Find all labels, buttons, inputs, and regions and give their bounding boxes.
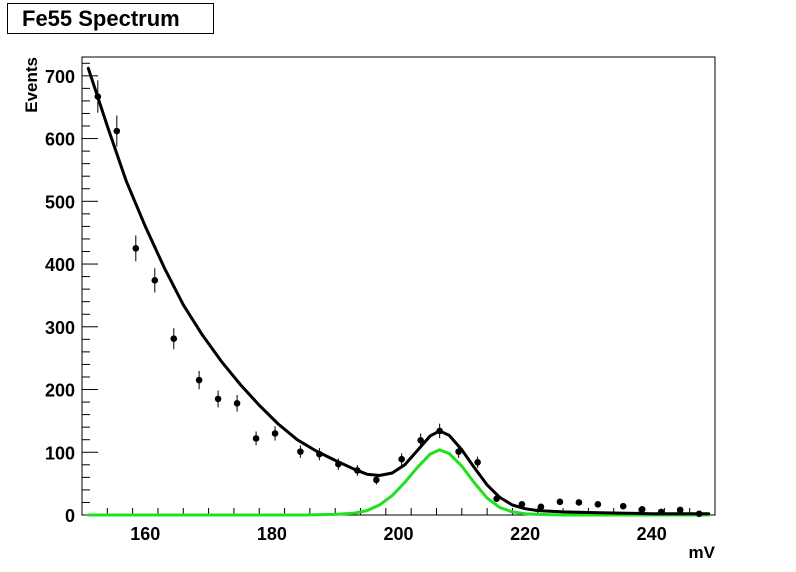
data-point bbox=[335, 458, 342, 470]
data-marker bbox=[354, 467, 361, 474]
y-tick-label: 400 bbox=[45, 255, 75, 275]
y-tick-label: 500 bbox=[45, 192, 75, 212]
data-point bbox=[170, 328, 178, 350]
data-point bbox=[493, 495, 500, 502]
data-point bbox=[132, 235, 140, 262]
data-point bbox=[657, 508, 665, 516]
data-marker bbox=[493, 495, 500, 502]
data-marker bbox=[271, 430, 279, 437]
x-axis-title: mV bbox=[689, 543, 716, 562]
data-marker bbox=[695, 510, 703, 518]
y-tick-label: 300 bbox=[45, 318, 75, 338]
data-marker bbox=[214, 395, 222, 403]
data-point bbox=[398, 453, 405, 466]
data-marker bbox=[594, 501, 602, 508]
data-marker bbox=[170, 335, 178, 343]
data-marker bbox=[233, 400, 241, 407]
data-point bbox=[316, 447, 323, 461]
y-tick-label: 0 bbox=[65, 506, 75, 526]
y-tick-label: 200 bbox=[45, 381, 75, 401]
x-tick-label: 160 bbox=[130, 524, 160, 544]
data-marker bbox=[335, 460, 342, 468]
plot-frame bbox=[81, 56, 716, 516]
data-marker bbox=[316, 450, 323, 458]
x-tick-label: 220 bbox=[510, 524, 540, 544]
data-marker bbox=[373, 476, 380, 484]
data-marker bbox=[398, 455, 405, 463]
data-marker bbox=[638, 506, 646, 513]
data-marker bbox=[132, 245, 140, 252]
data-point bbox=[417, 433, 424, 448]
data-marker bbox=[94, 93, 102, 100]
data-point bbox=[695, 510, 703, 518]
data-point bbox=[297, 445, 304, 458]
data-marker bbox=[619, 502, 627, 510]
data-point bbox=[252, 431, 260, 446]
x-tick-label: 180 bbox=[257, 524, 287, 544]
data-point bbox=[195, 370, 203, 390]
data-point bbox=[354, 465, 361, 476]
data-marker bbox=[417, 437, 424, 444]
data-point bbox=[638, 506, 646, 513]
data-marker bbox=[195, 376, 203, 384]
data-marker bbox=[518, 501, 526, 508]
x-tick-label: 240 bbox=[637, 524, 667, 544]
data-marker bbox=[556, 498, 564, 506]
data-point bbox=[619, 502, 627, 510]
data-point bbox=[94, 80, 102, 113]
data-marker bbox=[113, 127, 121, 135]
data-marker bbox=[436, 427, 443, 435]
chart-title: Fe55 Spectrum bbox=[7, 3, 214, 34]
data-marker bbox=[455, 448, 462, 455]
total-fit-curve bbox=[86, 66, 711, 516]
data-marker bbox=[676, 506, 684, 514]
data-marker bbox=[537, 503, 545, 511]
y-tick-label: 700 bbox=[45, 67, 75, 87]
x-tick-label: 200 bbox=[383, 524, 413, 544]
data-point bbox=[676, 506, 684, 514]
y-tick-label: 600 bbox=[45, 130, 75, 150]
data-point bbox=[214, 390, 222, 408]
data-point bbox=[151, 268, 159, 293]
data-point bbox=[518, 501, 526, 508]
data-point bbox=[233, 394, 241, 412]
data-point bbox=[455, 445, 462, 458]
data-point bbox=[436, 423, 443, 439]
data-point bbox=[373, 475, 380, 485]
data-point bbox=[537, 503, 545, 511]
data-point bbox=[556, 498, 564, 506]
y-tick-label: 100 bbox=[45, 443, 75, 463]
data-marker bbox=[151, 277, 159, 284]
gaussian-peak-curve bbox=[86, 448, 711, 517]
data-point bbox=[575, 499, 583, 506]
data-marker bbox=[657, 508, 665, 516]
data-marker bbox=[474, 458, 481, 466]
data-point bbox=[113, 115, 121, 147]
y-axis-title: Events bbox=[22, 57, 41, 113]
data-marker bbox=[252, 435, 260, 442]
data-marker bbox=[575, 499, 583, 506]
data-point bbox=[474, 456, 481, 469]
data-marker bbox=[297, 448, 304, 455]
data-point bbox=[271, 426, 279, 441]
data-point bbox=[594, 501, 602, 508]
